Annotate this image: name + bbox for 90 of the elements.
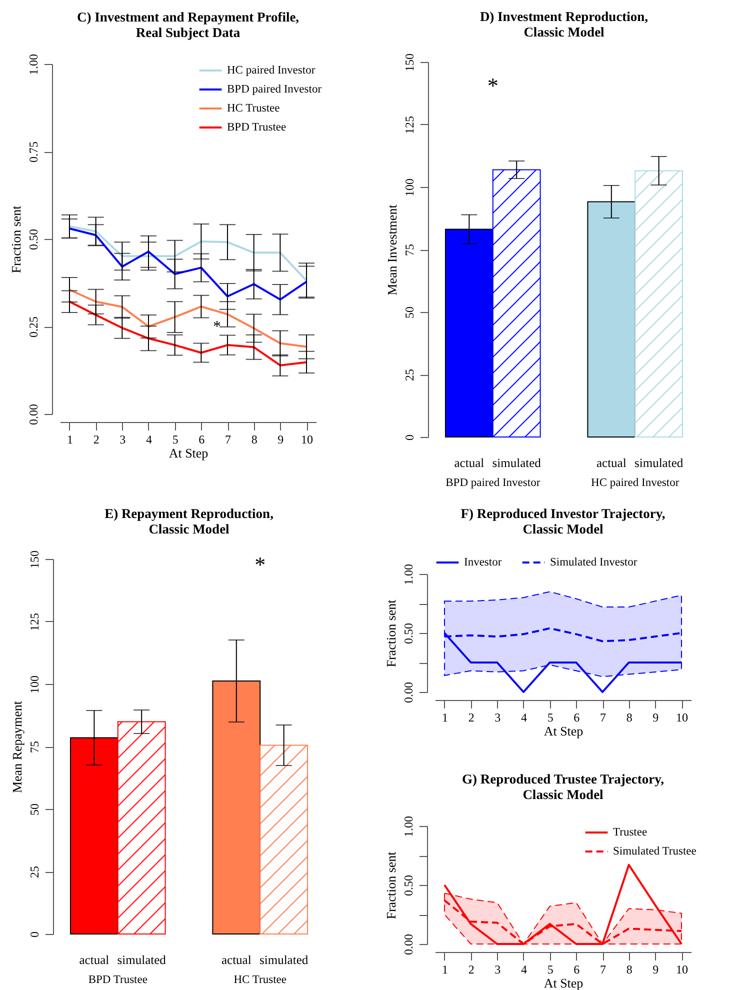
annotation: * [487,73,498,98]
legend-label: Simulated Investor [550,556,638,568]
x-tick-label: 4 [520,710,527,724]
x-tick-label: 7 [600,710,606,724]
series-label: actual [454,456,485,470]
x-tick-label: 5 [547,710,554,724]
x-tick-label: 5 [547,962,554,976]
x-tick-label: 10 [301,432,314,446]
y-tick-label: 1.00 [26,54,40,75]
x-tick-label: 3 [494,962,501,976]
x-tick-label: 4 [520,962,527,976]
x-tick-label: 2 [468,962,474,976]
x-tick-label: 5 [172,432,178,446]
legend-label: HC Trustee [227,102,280,114]
y-tick-label: 0.50 [402,623,416,644]
x-tick-label: 8 [626,962,632,976]
text: actual [596,456,626,470]
x-tick-label: 3 [120,432,126,446]
x-tick-label: 9 [278,432,284,446]
chart-title: F) Reproduced Investor Trajectory, Classic Model [460,506,666,536]
chart-title: C) Investment and Repayment Profile, Real Subject Data [76,10,300,40]
x-tick-label: 6 [198,432,205,446]
y-tick-label: 1.00 [402,564,416,585]
legend-label: HC paired Investor [227,64,316,76]
x-tick-label: 1 [442,710,448,724]
y-tick-label: 0 [402,434,416,440]
series-label: actual [79,953,110,967]
y-tick-label: 100 [28,676,42,694]
legend-label: Trustee [613,826,648,838]
x-tick-label: 9 [652,962,659,976]
y-tick-label: 0.25 [26,316,40,338]
x-tick-label: 9 [652,710,659,724]
y-tick-label: 0.50 [26,229,40,250]
y-tick-label: 75 [402,244,416,256]
legend-label: BPD Trustee [227,122,286,134]
y-tick-label: 0.00 [402,934,416,955]
y-tick-label: 0.00 [26,404,40,425]
x-tick-label: 6 [574,962,580,976]
legend-label: Simulated Trustee [613,846,696,858]
x-tick-label: 10 [676,710,688,724]
x-tick-label: 6 [574,710,580,724]
x-tick-label: 7 [225,432,232,446]
x-axis-title: At Step [168,446,208,460]
y-tick-label: 50 [28,804,42,816]
y-tick-label: 125 [28,613,42,631]
series-label: simulated [117,953,167,967]
y-axis-title: Fraction sent [384,851,398,920]
annotation: * [212,318,221,336]
y-tick-label: 0 [28,932,42,938]
x-tick-label: 8 [251,432,258,446]
x-tick-label: 8 [626,710,632,724]
legend-label: BPD paired Investor [227,84,322,96]
y-tick-label: 0.50 [402,875,416,896]
chart-title: E) Repayment Reproduction, Classic Model [104,506,274,536]
y-axis-title: Fraction sent [8,205,24,274]
y-tick-label: 1.00 [402,816,416,837]
legend-label: Investor [464,556,502,568]
y-tick-label: 25 [28,866,42,878]
x-tick-label: 3 [494,710,501,724]
x-axis-title: At Step [544,976,584,990]
x-tick-label: 1 [442,962,448,976]
y-axis-title: Mean Investment [384,204,400,296]
x-tick-label: 10 [676,962,688,976]
line-series [68,228,308,301]
line-series [443,864,683,945]
y-tick-label: 75 [28,741,42,753]
series-label: simulated [492,456,542,470]
line-series [68,225,308,282]
text: actual [221,953,252,967]
x-tick-label: 1 [66,432,73,446]
y-tick-label: 0.75 [26,142,40,162]
text: simulated [260,953,308,967]
y-tick-label: 0.00 [402,682,416,703]
chart-title: G) Reproduced Trustee Trajectory, Classic Model [462,772,664,802]
y-tick-label: 50 [402,306,416,318]
x-axis-title: At Step [544,724,584,738]
chart-title: D) Investment Reproduction, Classic Model [480,9,648,40]
y-tick-label: 125 [402,116,416,134]
text: simulated [634,456,684,470]
y-axis-title: Mean Repayment [10,700,24,794]
x-tick-label: 4 [146,432,152,446]
x-tick-label: 2 [468,710,474,724]
y-tick-label: 25 [402,369,416,381]
y-tick-label: 100 [402,178,416,196]
x-tick-label: 2 [93,432,100,446]
y-tick-label: 150 [28,550,42,568]
y-axis-title: Fraction sent [384,599,398,668]
annotation: * [254,552,266,577]
y-tick-label: 150 [402,54,416,72]
x-tick-label: 7 [600,962,606,976]
